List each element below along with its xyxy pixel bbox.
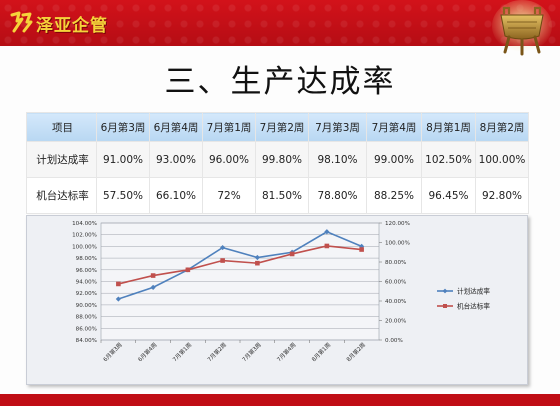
y-left-tick-label: 100.00% — [72, 244, 97, 250]
series-line — [118, 230, 362, 300]
table-header-cell: 7月第3周 — [308, 112, 367, 142]
data-point — [220, 258, 225, 263]
header-pattern — [0, 0, 560, 46]
table-cell: 100.00% — [475, 141, 529, 178]
table-cell: 81.50% — [255, 177, 309, 214]
chart-panel: 84.00% 86.00% 88.00% 90.00% 92.00% 94.00% 96.0… — [26, 215, 528, 385]
table-header-row: 项目 6月第3周 6月第4周 7月第1周 7月第2周 7月第3周 7月第4周 8… — [26, 112, 529, 142]
y-right-tick-label: 0.00% — [385, 338, 403, 344]
legend-label: 计划达成率 — [457, 286, 490, 295]
y-right-tick-label: 120.00% — [385, 221, 410, 227]
data-table: 项目 6月第3周 6月第4周 7月第1周 7月第2周 7月第3周 7月第4周 8… — [26, 112, 529, 214]
table-cell: 72% — [202, 177, 256, 214]
series-line — [118, 245, 362, 285]
table-cell: 96.45% — [421, 177, 476, 214]
table-header-cell: 8月第2周 — [475, 112, 529, 142]
header-band: 泽亚企管 — [0, 0, 560, 46]
row-label: 机台达标率 — [26, 177, 97, 214]
table-cell: 57.50% — [96, 177, 150, 214]
y-left-tick-label: 94.00% — [76, 280, 97, 286]
table-cell: 99.80% — [255, 141, 309, 178]
table-cell: 93.00% — [149, 141, 203, 178]
table-cell: 92.80% — [475, 177, 529, 214]
y-left-tick-label: 84.00% — [76, 338, 97, 344]
data-point — [254, 254, 260, 261]
table-header-cell: 6月第3周 — [96, 112, 150, 142]
data-point — [255, 260, 260, 266]
table-cell: 78.80% — [308, 177, 367, 214]
x-tick-label: 7月第2周 — [205, 341, 228, 364]
line-chart: 84.00% 86.00% 88.00% 90.00% 92.00% 94.00% 96.0… — [72, 221, 490, 364]
legend-marker — [443, 304, 447, 308]
slide-title: 三、生产达成率 — [164, 64, 396, 100]
y-left-tick-label: 90.00% — [76, 303, 97, 309]
table-cell: 88.25% — [366, 177, 422, 214]
data-point — [185, 267, 191, 273]
table-header-cell: 7月第2周 — [255, 112, 309, 142]
table-header-cell: 8月第1周 — [421, 112, 476, 142]
data-point — [359, 247, 364, 252]
table-cell: 96.00% — [202, 141, 256, 178]
y-right-tick-label: 60.00% — [385, 280, 406, 286]
y-left-tick-label: 98.00% — [76, 256, 97, 262]
table-header-cell: 7月第1周 — [202, 112, 256, 142]
bronze-cauldron-icon — [492, 0, 552, 56]
x-tick-label: 7月第4周 — [275, 341, 298, 364]
logo-icon — [10, 11, 33, 33]
y-right-tick-label: 80.00% — [385, 260, 406, 266]
table-header-cell: 项目 — [26, 112, 97, 142]
data-point — [324, 229, 330, 235]
table-header-cell: 7月第4周 — [366, 112, 422, 142]
x-tick-label: 7月第1周 — [171, 341, 194, 364]
y-left-tick-label: 88.00% — [76, 315, 97, 321]
y-left-tick-label: 96.00% — [76, 268, 97, 274]
logo-text: 泽亚企管 — [36, 16, 108, 36]
data-point — [324, 243, 330, 249]
row-label: 计划达成率 — [26, 141, 97, 178]
legend-label: 机台达标率 — [457, 301, 490, 310]
data-point — [289, 251, 295, 257]
y-right-tick-label: 100.00% — [385, 241, 410, 247]
table-cell: 66.10% — [149, 177, 203, 214]
table-cell: 91.00% — [96, 141, 150, 178]
data-point — [116, 281, 121, 287]
table-row: 计划达成率 91.00% 93.00% 96.00% 99.80% 98.10%… — [26, 141, 529, 178]
x-tick-label: 8月第2周 — [344, 341, 367, 364]
data-point — [150, 273, 156, 278]
data-point — [220, 244, 226, 251]
legend-marker — [442, 288, 448, 294]
table-cell: 99.00% — [366, 141, 422, 178]
x-tick-label: 6月第3周 — [101, 341, 124, 364]
bottom-strip — [0, 394, 560, 406]
y-left-tick-label: 86.00% — [76, 326, 97, 332]
table-header-cell: 6月第4周 — [149, 112, 203, 142]
x-tick-label: 6月第4周 — [136, 341, 159, 364]
x-tick-label: 8月第1周 — [310, 341, 333, 364]
y-left-tick-label: 102.00% — [72, 233, 97, 239]
y-right-tick-label: 20.00% — [385, 319, 406, 325]
y-right-tick-label: 40.00% — [385, 299, 406, 305]
table-row: 机台达标率 57.50% 66.10% 72% 81.50% 78.80% 88… — [26, 177, 529, 214]
x-tick-label: 7月第3周 — [240, 341, 263, 364]
y-left-tick-label: 92.00% — [76, 291, 97, 297]
table-cell: 98.10% — [308, 141, 367, 178]
y-left-tick-label: 104.00% — [72, 221, 97, 227]
table-cell: 102.50% — [421, 141, 476, 178]
